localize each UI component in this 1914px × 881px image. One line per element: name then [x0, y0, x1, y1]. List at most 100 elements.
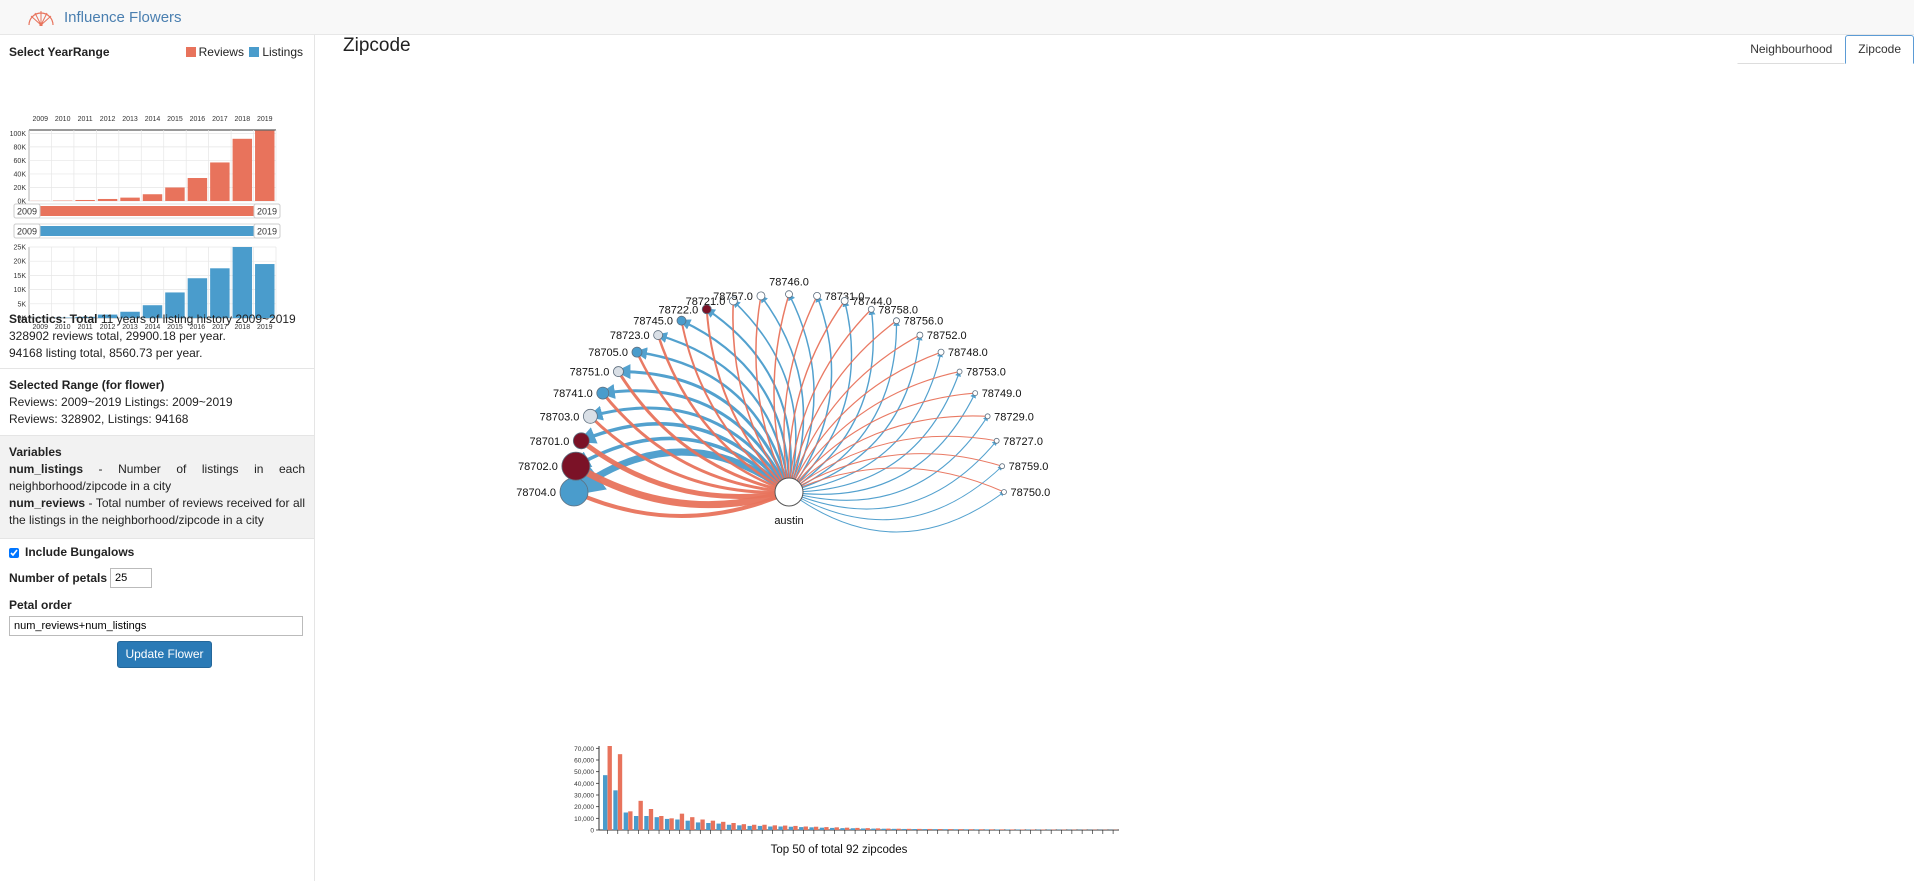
listings-edge	[788, 491, 1005, 533]
include-bungalows-checkbox[interactable]	[9, 547, 19, 558]
listings-zip-bar	[685, 820, 690, 830]
reviews-zip-bar	[690, 817, 695, 830]
listings-bar	[142, 305, 163, 318]
petal-label: 78757.0	[713, 291, 753, 303]
petal-order-input[interactable]	[9, 616, 303, 636]
listings-zip-bar	[613, 790, 618, 830]
reviews-zip-bar	[803, 826, 808, 830]
tab-neighbourhood[interactable]: Neighbourhood	[1737, 35, 1846, 64]
year-tick-top: 2012	[100, 116, 116, 123]
listings-zip-bar	[902, 828, 907, 830]
listings-y-tick: 10K	[14, 287, 27, 294]
petal-node	[728, 296, 738, 306]
listings-slider-end-label: 2019	[257, 227, 277, 237]
reviews-zip-bar	[731, 823, 736, 830]
listings-zip-bar	[716, 823, 721, 830]
bar-y-tick: 50,000	[574, 769, 594, 776]
listings-edge	[679, 319, 791, 493]
selected-range-line1: Reviews: 2009~2019 Listings: 2009~2019	[9, 395, 233, 409]
variables-title: Variables	[9, 445, 62, 459]
reviews-zip-bar	[659, 816, 664, 830]
listings-zip-bar	[644, 816, 649, 830]
reviews-zip-bar	[679, 813, 685, 830]
center-node	[774, 477, 804, 507]
listings-zip-bar	[871, 828, 876, 830]
bar-y-tick: 30,000	[574, 793, 594, 800]
listings-y-tick: 0K	[17, 316, 26, 323]
update-flower-button[interactable]: Update Flower	[117, 641, 212, 668]
reviews-bar	[75, 199, 95, 201]
listings-zip-bar	[633, 816, 639, 830]
year-tick-bottom: 2019	[257, 324, 273, 331]
year-range-charts[interactable]: 2009 2010 2011 2012 2013 2014 2015 2016 2017 2018…	[0, 75, 314, 345]
listings-bar	[75, 316, 95, 318]
petal-label: 78749.0	[982, 388, 1022, 400]
variable-num-listings: num_listings - Number of listings in eac…	[9, 462, 305, 493]
year-tick-top: 2017	[212, 116, 228, 123]
listings-edge	[587, 405, 791, 493]
reviews-zip-bar	[607, 746, 612, 830]
reviews-zip-bar	[886, 828, 891, 830]
listings-zip-bar	[654, 817, 659, 830]
listings-edge	[788, 392, 976, 495]
petal-label: 78727.0	[1003, 436, 1043, 448]
petal-label: 78745.0	[633, 316, 673, 328]
reviews-zip-bar	[772, 825, 777, 830]
year-tick-bottom: 2010	[55, 324, 71, 331]
reviews-zip-bar	[927, 828, 932, 830]
bar-y-tick: 20,000	[574, 804, 594, 811]
reviews-edge	[788, 320, 897, 493]
listings-zip-bar	[881, 828, 886, 830]
listings-bar	[232, 247, 253, 318]
reviews-slider-start-label: 2009	[17, 207, 37, 217]
reviews-zip-bar	[648, 809, 654, 830]
legend-reviews: Reviews	[198, 45, 244, 59]
year-tick-bottom: 2013	[122, 324, 138, 331]
reviews-bar	[187, 178, 208, 201]
listings-slider-handle-left	[13, 223, 41, 239]
reviews-edge	[705, 309, 790, 493]
bar-y-tick: 70,000	[574, 746, 594, 753]
legend-listings: Listings	[262, 45, 303, 59]
reviews-slider-handle-right	[253, 203, 281, 219]
selected-range-title: Selected Range (for flower)	[9, 378, 165, 392]
year-tick-top: 2018	[235, 116, 251, 123]
reviews-edge	[787, 300, 846, 493]
listings-zip-bar	[664, 818, 670, 830]
reviews-y-tick: 100K	[10, 131, 27, 138]
listings-slider-range	[40, 226, 254, 236]
listings-bar	[187, 278, 208, 318]
listings-zip-bar	[706, 823, 711, 830]
listings-edge	[788, 370, 961, 493]
petal-node	[993, 437, 1000, 444]
reviews-y-tick: 60K	[14, 158, 27, 165]
listings-zip-bar	[933, 829, 938, 830]
flower-nodes: 78704.0 78702.0 78701.0 78703.0 78741.0 78751…	[516, 277, 1050, 527]
listings-bar	[210, 268, 230, 318]
reviews-zip-bar	[793, 825, 798, 830]
brand[interactable]: Influence Flowers	[26, 6, 182, 28]
sidebar: Select YearRange Reviews Listings 2009 20…	[0, 35, 315, 881]
petal-label: 78744.0	[852, 296, 892, 308]
app-title: Influence Flowers	[64, 8, 182, 26]
year-tick-top: 2014	[145, 116, 161, 123]
reviews-zip-bar	[762, 824, 767, 830]
year-tick-bottom: 2011	[78, 324, 93, 331]
listings-zip-bar	[912, 829, 917, 830]
petal-node	[893, 317, 900, 325]
listings-zip-bar	[623, 812, 628, 830]
year-range-header: Select YearRange Reviews Listings	[0, 43, 314, 63]
petals-input[interactable]	[110, 568, 153, 588]
year-range-label: Select YearRange	[9, 45, 110, 59]
listings-zip-bar	[737, 825, 742, 830]
listings-zip-bar	[788, 826, 794, 830]
year-tick-top: 2010	[55, 116, 71, 123]
reviews-zip-bar	[710, 820, 716, 830]
reviews-edge	[788, 453, 1003, 493]
year-tick-top: 2013	[122, 116, 138, 123]
stats-line3: 94168 listing total, 8560.73 per year.	[9, 346, 203, 360]
flower-logo-icon	[28, 11, 54, 26]
petal-node	[701, 304, 712, 315]
variable-num-reviews: num_reviews - Total number of reviews re…	[9, 496, 305, 527]
listings-zip-bar	[603, 775, 608, 830]
